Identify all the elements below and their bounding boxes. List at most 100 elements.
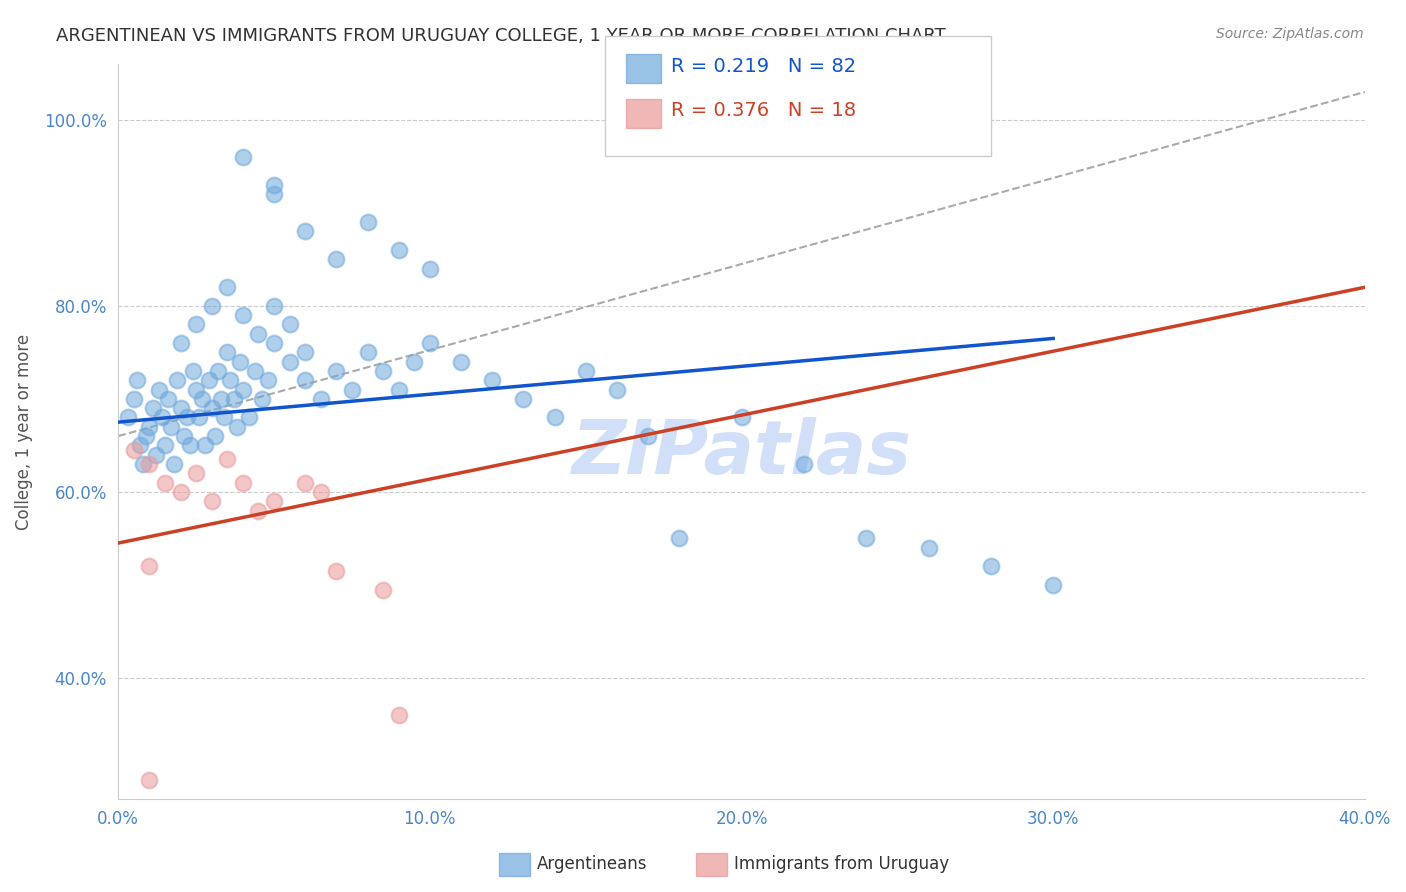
Point — [166, 373, 188, 387]
Point — [340, 383, 363, 397]
Point — [209, 392, 232, 406]
Point — [141, 401, 163, 416]
Point — [450, 354, 472, 368]
Point — [188, 410, 211, 425]
Point — [730, 410, 752, 425]
Point — [388, 383, 411, 397]
Point — [169, 401, 191, 416]
Point — [138, 773, 160, 788]
Point — [219, 373, 242, 387]
Point — [181, 364, 204, 378]
Point — [419, 261, 441, 276]
Point — [232, 150, 254, 164]
Point — [207, 364, 229, 378]
Point — [148, 383, 170, 397]
Text: R = 0.376   N = 18: R = 0.376 N = 18 — [671, 101, 856, 120]
Point — [263, 494, 285, 508]
Point — [153, 438, 176, 452]
Point — [222, 392, 245, 406]
Point — [404, 354, 426, 368]
Point — [388, 243, 411, 257]
Point — [217, 345, 239, 359]
Point — [201, 299, 224, 313]
Point — [212, 410, 235, 425]
Point — [122, 443, 145, 458]
Point — [157, 392, 180, 406]
Point — [356, 215, 378, 229]
Point — [179, 438, 201, 452]
Point — [668, 532, 690, 546]
Point — [232, 308, 254, 322]
Point — [278, 318, 301, 332]
Point — [325, 252, 347, 267]
Point — [184, 383, 207, 397]
Point — [173, 429, 195, 443]
Point — [278, 354, 301, 368]
Point — [512, 392, 534, 406]
Point — [855, 532, 877, 546]
Text: Argentineans: Argentineans — [537, 855, 648, 873]
Text: ARGENTINEAN VS IMMIGRANTS FROM URUGUAY COLLEGE, 1 YEAR OR MORE CORRELATION CHART: ARGENTINEAN VS IMMIGRANTS FROM URUGUAY C… — [56, 27, 946, 45]
Point — [153, 475, 176, 490]
Point — [145, 448, 167, 462]
Point — [294, 225, 316, 239]
Point — [481, 373, 503, 387]
Point — [356, 345, 378, 359]
Point — [980, 559, 1002, 574]
Point — [250, 392, 273, 406]
Point — [294, 373, 316, 387]
Point — [201, 494, 224, 508]
Point — [232, 475, 254, 490]
Point — [184, 467, 207, 481]
Point — [225, 419, 247, 434]
Point — [176, 410, 198, 425]
Y-axis label: College, 1 year or more: College, 1 year or more — [15, 334, 32, 530]
Point — [238, 410, 260, 425]
Point — [122, 392, 145, 406]
Point — [793, 457, 815, 471]
Point — [184, 318, 207, 332]
Point — [194, 438, 217, 452]
Point — [160, 419, 183, 434]
Point — [197, 373, 219, 387]
Point — [229, 354, 252, 368]
Point — [263, 299, 285, 313]
Point — [232, 383, 254, 397]
Point — [138, 457, 160, 471]
Text: Source: ZipAtlas.com: Source: ZipAtlas.com — [1216, 27, 1364, 41]
Point — [163, 457, 186, 471]
Point — [204, 429, 226, 443]
Point — [294, 475, 316, 490]
Point — [125, 373, 148, 387]
Point — [138, 559, 160, 574]
Point — [217, 452, 239, 467]
Point — [132, 457, 155, 471]
Point — [201, 401, 224, 416]
Point — [247, 503, 270, 517]
Point — [217, 280, 239, 294]
Point — [325, 364, 347, 378]
Point — [256, 373, 278, 387]
Point — [138, 419, 160, 434]
Point — [309, 484, 332, 499]
Point — [263, 178, 285, 192]
Point — [637, 429, 659, 443]
Point — [245, 364, 267, 378]
Point — [169, 484, 191, 499]
Point — [1042, 578, 1064, 592]
Point — [917, 541, 939, 555]
Point — [247, 326, 270, 341]
Point — [129, 438, 152, 452]
Point — [388, 708, 411, 723]
Point — [263, 187, 285, 202]
Point — [325, 564, 347, 578]
Point — [263, 336, 285, 351]
Point — [419, 336, 441, 351]
Point — [575, 364, 598, 378]
Point — [150, 410, 173, 425]
Point — [117, 410, 139, 425]
Point — [169, 336, 191, 351]
Point — [294, 345, 316, 359]
Point — [191, 392, 214, 406]
Point — [371, 582, 394, 597]
